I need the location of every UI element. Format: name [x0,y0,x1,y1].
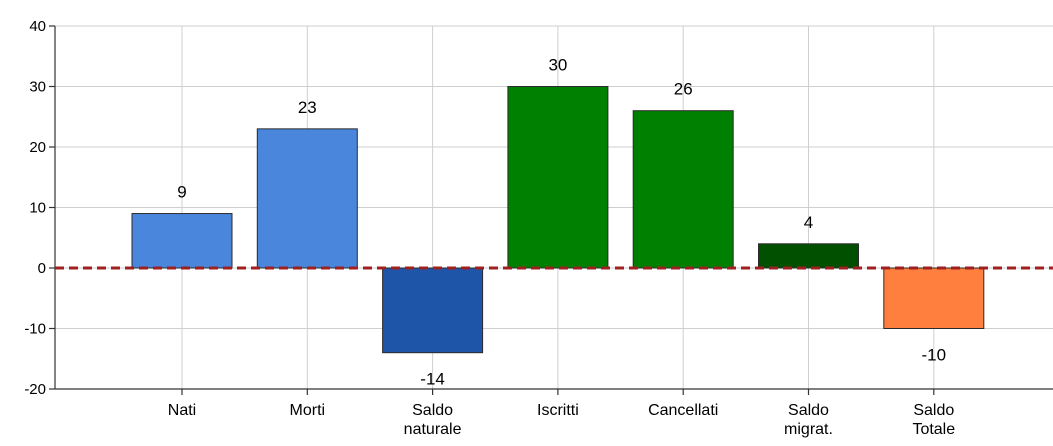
category-label: Saldo [788,402,829,419]
category-label: Saldo [913,402,954,419]
category-label: migrat. [784,421,833,438]
bar [507,86,609,269]
category-label: Cancellati [648,402,718,419]
category-label: Saldo [412,402,453,419]
bar [382,267,484,354]
data-label: 23 [298,98,317,117]
y-tick-label: 20 [29,139,46,156]
category-label: Morti [290,402,326,419]
label-layer: -20 -10 0 10 20 30 40 9 Nati 23 Morti -14 Saldo natur… [24,18,955,438]
data-label: 4 [804,213,813,232]
bar [758,243,859,269]
axis-layer [49,25,1053,395]
data-label: -14 [420,370,445,389]
bar [883,267,985,329]
category-label: naturale [404,421,462,438]
bar [256,128,358,269]
y-tick-label: -10 [24,321,46,338]
data-label: 26 [674,80,693,99]
category-label: Nati [168,402,196,419]
bar [632,110,734,269]
y-tick-label: -20 [24,381,46,398]
y-tick-label: 0 [38,260,46,277]
data-label: -10 [922,346,947,365]
y-tick-label: 40 [29,18,46,35]
y-tick-label: 30 [29,79,46,96]
category-label: Totale [912,421,955,438]
bar-layer [131,86,985,354]
data-label: 9 [177,183,186,202]
bar [131,213,233,269]
data-label: 30 [548,56,567,75]
category-label: Iscritti [537,402,579,419]
y-tick-label: 10 [29,200,46,217]
